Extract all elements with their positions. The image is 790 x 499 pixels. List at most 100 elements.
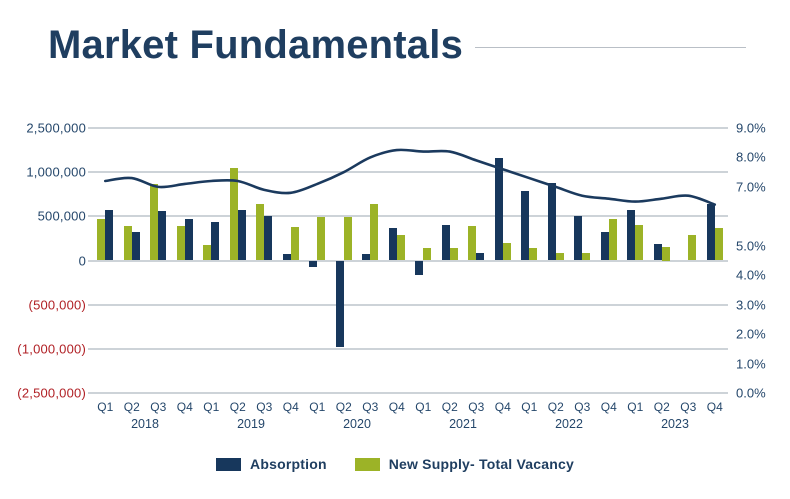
gridline	[88, 215, 728, 218]
left-axis-label: 1,000,000	[26, 164, 86, 180]
absorption-legend-label: Absorption	[250, 456, 327, 472]
bar-new-supply-q1-2021	[423, 248, 432, 261]
bar-absorption-q4-2018	[184, 218, 193, 261]
x-axis-year-label: 2022	[555, 417, 583, 431]
left-axis-label: 500,000	[37, 208, 86, 224]
right-axis-label: 5.0%	[736, 238, 766, 254]
gridline	[88, 127, 728, 129]
bar-absorption-q2-2018	[131, 232, 140, 261]
legend-item-new-supply: New Supply- Total Vacancy	[354, 456, 574, 472]
bar-absorption-q4-2022	[600, 232, 609, 261]
right-axis-label: 0.0%	[736, 385, 766, 401]
x-axis-quarter-label: Q3	[256, 400, 273, 414]
left-axis-label: (2,500,000)	[17, 385, 86, 401]
bar-new-supply-q2-2020	[343, 216, 352, 261]
bar-new-supply-q4-2023	[714, 228, 723, 261]
bar-new-supply-q2-2018	[123, 226, 132, 261]
bar-absorption-q1-2018	[105, 210, 114, 261]
gridline	[88, 171, 728, 174]
bar-absorption-q1-2021	[415, 260, 424, 276]
x-axis-year-label: 2018	[131, 417, 159, 431]
legend-item-absorption: Absorption	[216, 456, 327, 472]
chart-legend: Absorption New Supply- Total Vacancy	[0, 456, 790, 472]
x-axis-year-label: 2023	[661, 417, 689, 431]
x-axis-quarter-label: Q3	[468, 400, 485, 414]
bar-absorption-q2-2023	[653, 244, 662, 261]
bar-new-supply-q3-2020	[370, 203, 379, 261]
bar-new-supply-q4-2018	[176, 226, 185, 261]
x-axis-quarter-label: Q2	[441, 400, 458, 414]
gridline	[88, 303, 728, 306]
x-axis-quarter-label: Q1	[627, 400, 644, 414]
bar-new-supply-q3-2018	[150, 184, 159, 261]
x-axis-year-label: 2020	[343, 417, 371, 431]
x-axis-quarter-label: Q3	[574, 400, 591, 414]
right-axis-label: 4.0%	[736, 267, 766, 283]
bar-absorption-q4-2023	[706, 203, 715, 261]
x-axis-year-label: 2019	[237, 417, 265, 431]
bar-absorption-q2-2022	[547, 183, 556, 261]
bar-new-supply-q1-2023	[635, 225, 644, 261]
bar-absorption-q3-2020	[362, 254, 371, 261]
bar-absorption-q4-2019	[282, 254, 291, 261]
x-axis-quarter-label: Q4	[494, 400, 511, 414]
bar-absorption-q1-2022	[521, 191, 530, 261]
bar-new-supply-q3-2019	[256, 203, 265, 261]
x-axis-quarter-label: Q3	[362, 400, 379, 414]
bar-new-supply-q4-2022	[608, 218, 617, 261]
bar-new-supply-q2-2021	[449, 248, 458, 261]
x-axis-quarter-label: Q4	[600, 400, 617, 414]
left-axis-label: (1,000,000)	[17, 341, 86, 357]
bar-new-supply-q3-2022	[582, 252, 591, 261]
x-axis-quarter-label: Q1	[309, 400, 326, 414]
new-supply-swatch	[354, 457, 380, 471]
bar-new-supply-q4-2020	[396, 234, 405, 261]
total-vacancy-path	[103, 148, 717, 206]
x-axis-quarter-label: Q4	[388, 400, 405, 414]
page-title: Market Fundamentals	[48, 23, 464, 67]
bar-absorption-q3-2019	[264, 216, 273, 261]
bar-absorption-q4-2021	[494, 158, 503, 261]
bar-new-supply-q3-2023	[688, 235, 697, 261]
right-axis-label: 7.0%	[736, 179, 766, 195]
bar-absorption-q3-2018	[158, 211, 167, 261]
x-axis-quarter-label: Q4	[282, 400, 299, 414]
x-axis-year-label: 2021	[449, 417, 477, 431]
bar-absorption-q1-2019	[211, 222, 220, 261]
x-axis-quarter-label: Q4	[706, 400, 723, 414]
bar-absorption-q3-2022	[574, 216, 583, 261]
x-axis-quarter-label: Q2	[653, 400, 670, 414]
bar-new-supply-q3-2021	[468, 226, 477, 261]
x-axis-quarter-label: Q3	[680, 400, 697, 414]
right-axis-label: 1.0%	[736, 356, 766, 372]
left-axis-label: 2,500,000	[26, 120, 86, 136]
gridline	[88, 259, 728, 262]
x-axis-quarter-label: Q2	[547, 400, 564, 414]
x-axis-quarter-label: Q2	[123, 400, 140, 414]
bar-absorption-q4-2020	[388, 228, 397, 261]
x-axis-quarter-label: Q3	[150, 400, 167, 414]
x-axis-quarter-label: Q2	[335, 400, 352, 414]
bar-new-supply-q2-2019	[229, 168, 238, 261]
bar-new-supply-q1-2019	[203, 245, 212, 261]
x-axis-quarter-label: Q2	[229, 400, 246, 414]
gridline	[88, 392, 728, 394]
right-axis-label: 2.0%	[736, 326, 766, 342]
x-axis-quarter-label: Q1	[203, 400, 220, 414]
bar-absorption-q2-2020	[335, 260, 344, 348]
absorption-swatch	[216, 457, 242, 471]
bar-absorption-q1-2023	[627, 210, 636, 261]
right-axis-label: 3.0%	[736, 297, 766, 313]
bar-new-supply-q1-2018	[97, 218, 106, 261]
x-axis-quarter-label: Q4	[176, 400, 193, 414]
left-axis-label: 0	[78, 253, 86, 268]
bar-absorption-q2-2021	[441, 225, 450, 261]
x-axis-quarter-label: Q1	[415, 400, 432, 414]
new-supply-legend-label: New Supply- Total Vacancy	[388, 456, 574, 472]
bar-new-supply-q2-2023	[661, 247, 670, 261]
bar-new-supply-q1-2022	[529, 248, 538, 261]
bar-absorption-q3-2021	[476, 252, 485, 261]
title-rule	[475, 46, 746, 48]
